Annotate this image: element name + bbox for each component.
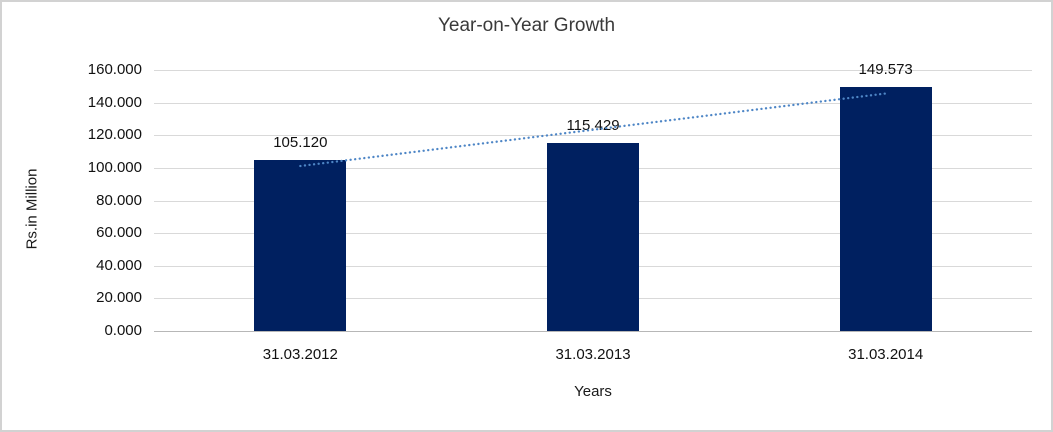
y-axis-title: Rs.in Million	[23, 168, 41, 250]
x-tick-label: 31.03.2013	[555, 346, 631, 363]
y-tick-label: 0.000	[104, 322, 142, 339]
y-tick-label: 20.000	[96, 289, 142, 307]
y-tick-label: 120.000	[87, 126, 142, 144]
x-tick-label: 31.03.2012	[262, 346, 338, 363]
plot-area: 105.120 115.429 149.573	[154, 61, 1032, 332]
y-tick-label: 140.000	[87, 93, 142, 111]
gridline	[154, 102, 1032, 104]
y-tick-label: 100.000	[87, 158, 142, 176]
y-tick-label: 40.000	[96, 256, 142, 274]
gridline	[154, 135, 1032, 137]
chart-title: Year-on-Year Growth	[437, 15, 616, 36]
bar-31.03.2012	[254, 159, 347, 331]
x-tick-label: 31.03.2014	[848, 346, 924, 363]
y-tick-label: 80.000	[96, 191, 142, 209]
bar-value-label: 149.573	[858, 61, 913, 79]
bar-31.03.2014	[839, 87, 932, 331]
bar-value-label: 105.120	[273, 133, 328, 151]
trendline	[299, 92, 887, 168]
y-tick-label: 160.000	[87, 61, 142, 78]
bar-value-label: 115.429	[566, 116, 620, 134]
bar-31.03.2013	[547, 142, 639, 331]
gridline	[154, 70, 1032, 71]
trendline-path	[299, 92, 887, 168]
y-tick-label: 60.000	[96, 224, 142, 242]
x-axis-line	[154, 331, 1032, 332]
x-axis-title: Years	[574, 383, 612, 400]
